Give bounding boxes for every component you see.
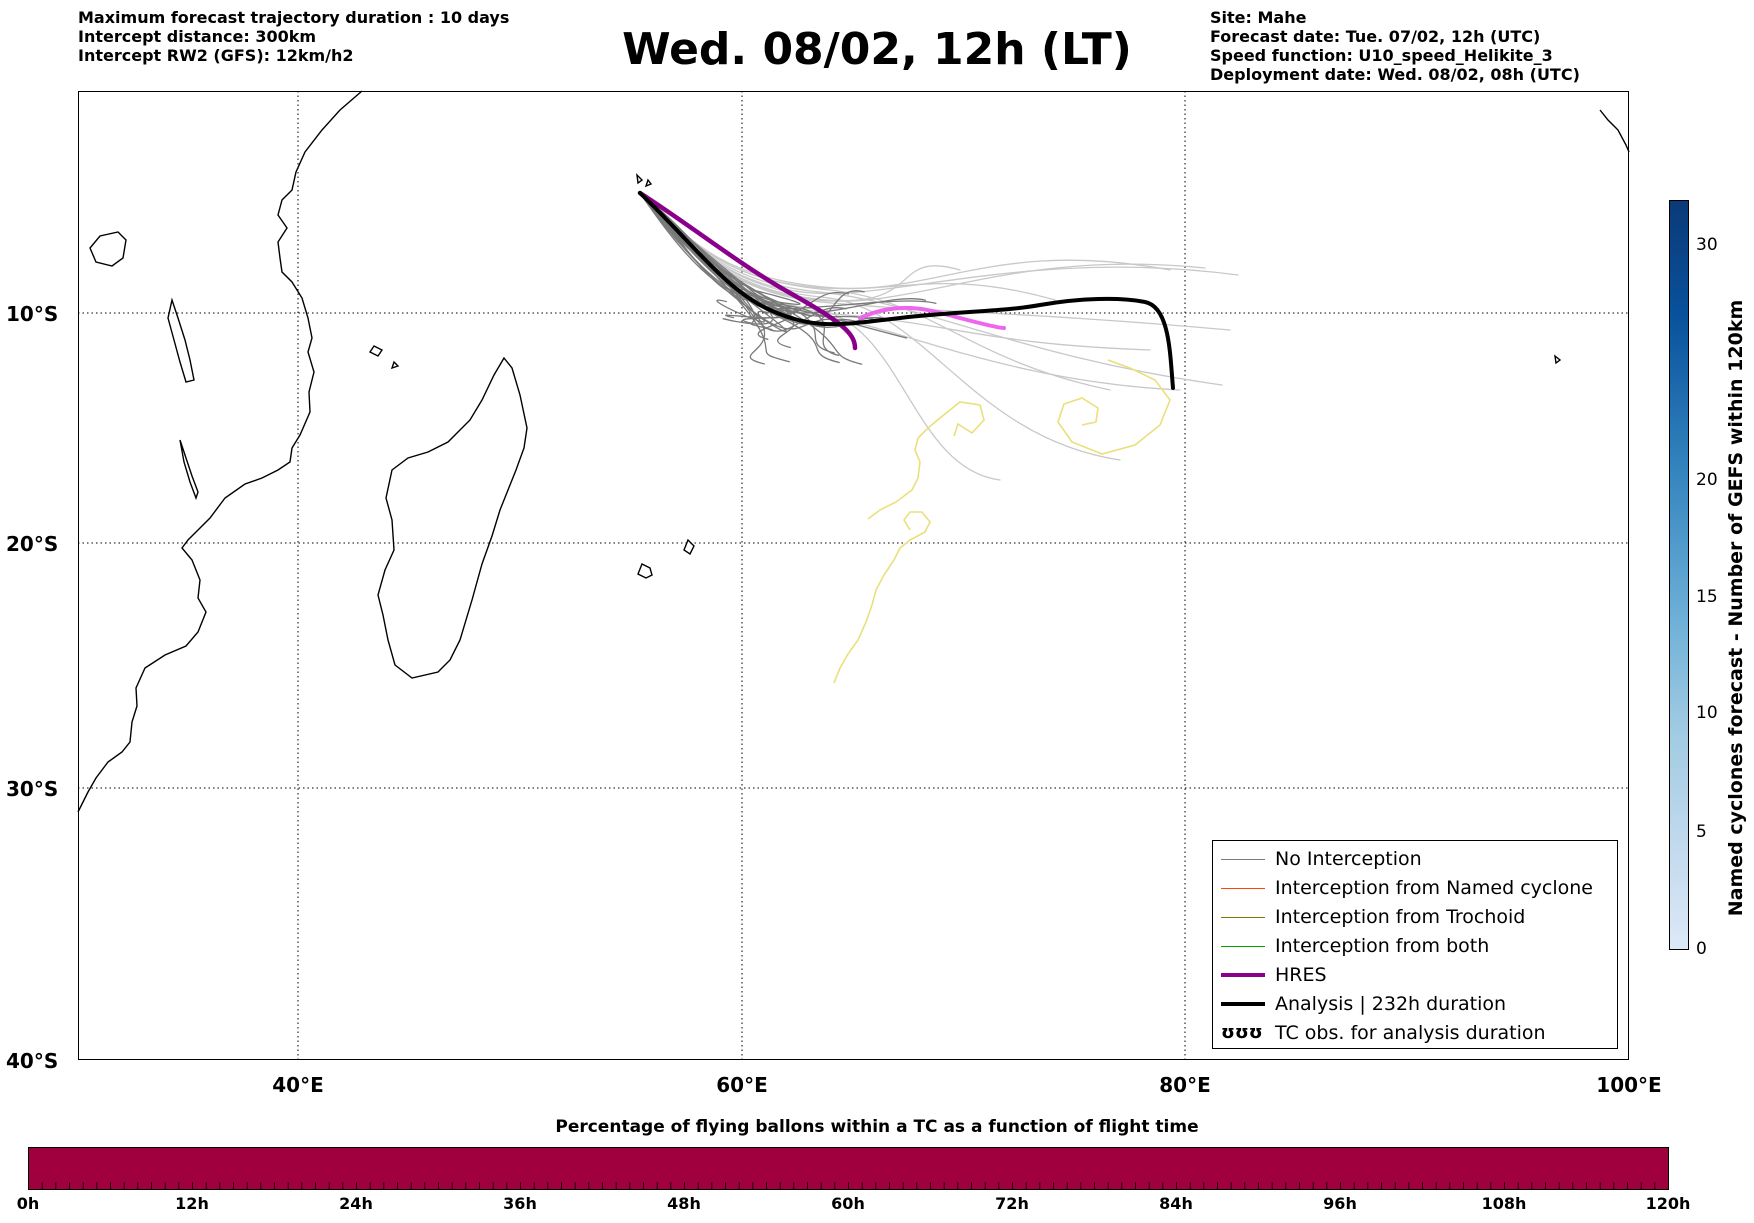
lon-label-60e: 60°E (716, 1073, 768, 1097)
map-frame (78, 91, 1629, 1060)
flight-time-tick: 0h (16, 1194, 40, 1213)
coastline-lake-victoria (89, 231, 127, 267)
flight-time-colorbar (28, 1147, 1669, 1190)
page-title: Wed. 08/02, 12h (LT) (622, 24, 1132, 75)
header-left-line-3: Intercept RW2 (GFS): 12km/h2 (78, 46, 354, 65)
legend-label: Interception from Named cyclone (1275, 877, 1593, 899)
flight-time-tick: 36h (503, 1194, 537, 1213)
hres-trajectory-light (858, 305, 1006, 330)
legend-item-named-cyclone: Interception from Named cyclone (1213, 876, 1617, 902)
legend-item-both: Interception from both (1213, 934, 1617, 960)
coastline-madagascar (377, 356, 528, 679)
legend-label: HRES (1275, 964, 1327, 986)
map-legend: No Interception Interception from Named … (1212, 840, 1618, 1049)
flight-time-tick: 84h (1159, 1194, 1193, 1213)
lat-label-20s: 20°S (6, 532, 59, 556)
legend-swatch-both (1221, 946, 1265, 947)
flight-time-tick: 48h (667, 1194, 701, 1213)
colorbar-tick-20: 20 (1696, 470, 1718, 490)
ensemble-trajectories (637, 190, 1239, 481)
coastline-lake-malawi (179, 439, 199, 501)
colorbar-minor-ticks (41, 1182, 1656, 1190)
flight-time-tick: 72h (995, 1194, 1029, 1213)
colorbar-tick-15: 15 (1696, 587, 1718, 607)
colorbar-tick-10: 10 (1696, 703, 1718, 723)
coastline-comoros (368, 345, 400, 370)
coastline-seychelles (636, 173, 653, 188)
legend-swatch-analysis (1221, 1002, 1265, 1006)
tc-obs-symbol-icon: ʊʊʊ (1221, 1022, 1263, 1043)
lat-label-30s: 30°S (6, 777, 59, 801)
coastline-mauritius (683, 538, 695, 556)
lon-label-80e: 80°E (1159, 1073, 1211, 1097)
legend-item-tc-obs: ʊʊʊ TC obs. for analysis duration (1213, 1021, 1617, 1047)
legend-swatch-named-cyclone (1221, 888, 1265, 889)
legend-swatch-hres (1221, 973, 1265, 977)
cyclone-count-colorbar (1669, 200, 1689, 950)
tc-observation-tracks (833, 359, 1171, 684)
colorbar-tick-0: 0 (1696, 939, 1707, 959)
flight-time-tick: 60h (831, 1194, 865, 1213)
tc-track-east (1057, 359, 1171, 455)
header-right-line-4: Deployment date: Wed. 08/02, 08h (UTC) (1210, 65, 1580, 84)
flight-time-colorbar-title: Percentage of flying ballons within a TC… (555, 1117, 1199, 1137)
flight-time-tick: 96h (1323, 1194, 1357, 1213)
flight-time-tick: 108h (1481, 1194, 1527, 1213)
analysis-trajectory (638, 191, 1175, 390)
legend-item-hres: HRES (1213, 963, 1617, 989)
flight-time-tick: 120h (1645, 1194, 1691, 1213)
legend-item-trochoid: Interception from Trochoid (1213, 905, 1617, 931)
legend-swatch-no-interception (1221, 859, 1265, 860)
trajectory-dark (639, 192, 773, 331)
legend-label: TC obs. for analysis duration (1275, 1022, 1546, 1044)
colorbar-title: Named cyclones forecast - Number of GEFS… (1725, 299, 1747, 917)
coastline-lake-tanganyika (167, 297, 195, 383)
coastlines (77, 90, 1630, 813)
coastline-cocos (1554, 354, 1562, 365)
flight-time-tick: 12h (175, 1194, 209, 1213)
legend-item-analysis: Analysis | 232h duration (1213, 992, 1617, 1018)
header-left-line-2: Intercept distance: 300km (78, 27, 317, 46)
hres-trajectory (637, 190, 858, 351)
tc-track-middle (867, 401, 985, 520)
lon-label-40e: 40°E (272, 1073, 324, 1097)
lat-label-10s: 10°S (6, 302, 59, 326)
legend-label: Interception from both (1275, 935, 1490, 957)
colorbar-tick-30: 30 (1696, 235, 1718, 255)
legend-label: Interception from Trochoid (1275, 906, 1526, 928)
map-gridlines (78, 91, 1629, 1060)
header-right-line-1: Site: Mahe (1210, 8, 1307, 27)
legend-swatch-trochoid (1221, 917, 1265, 918)
header-right-line-3: Speed function: U10_speed_Helikite_3 (1210, 46, 1553, 65)
coastline-reunion (637, 563, 653, 579)
lat-label-40s: 40°S (6, 1049, 59, 1073)
legend-item-no-interception: No Interception (1213, 847, 1617, 873)
flight-time-tick: 24h (339, 1194, 373, 1213)
coastline-africa (77, 90, 363, 813)
header-right-line-2: Forecast date: Tue. 07/02, 12h (UTC) (1210, 27, 1541, 46)
tc-track-south (833, 511, 931, 684)
legend-label: Analysis | 232h duration (1275, 993, 1507, 1015)
lon-label-100e: 100°E (1596, 1073, 1662, 1097)
header-left-line-1: Maximum forecast trajectory duration : 1… (78, 8, 510, 27)
coastline-australia-tip (1599, 109, 1630, 153)
colorbar-tick-5: 5 (1696, 822, 1707, 842)
legend-label: No Interception (1275, 848, 1422, 870)
